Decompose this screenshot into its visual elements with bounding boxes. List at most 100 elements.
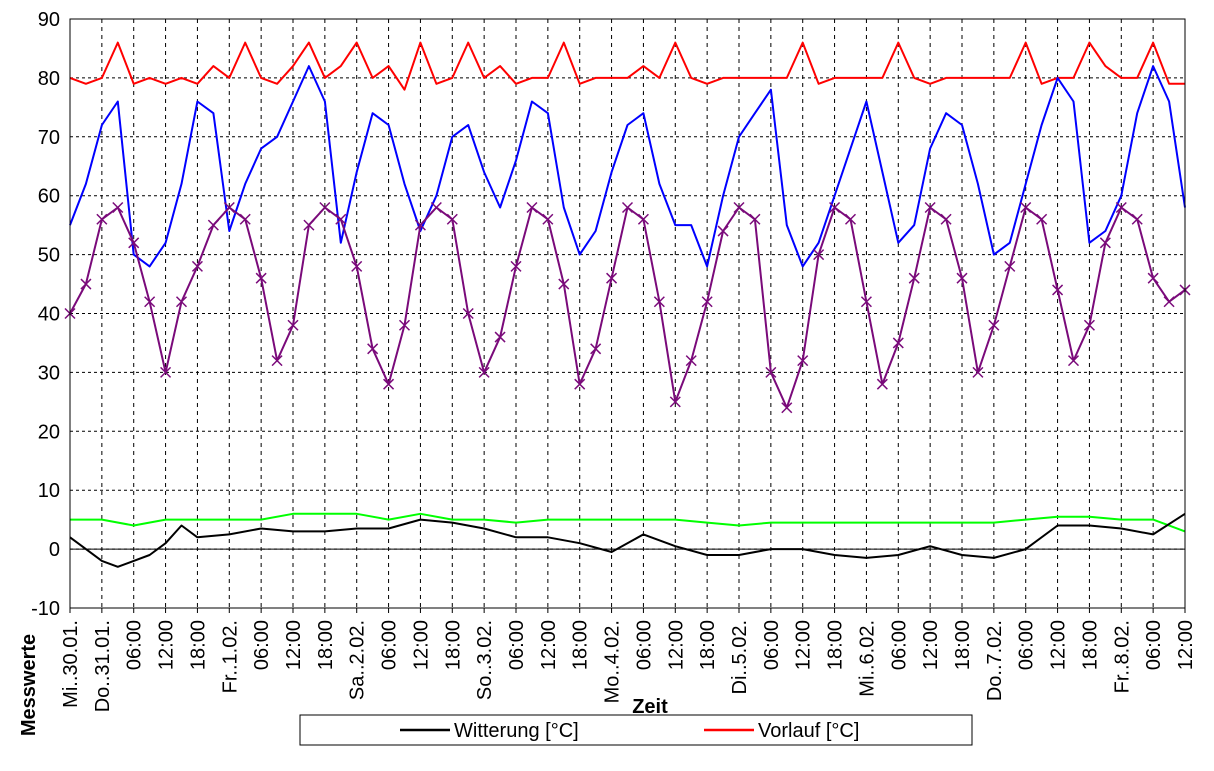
legend-label-1: Vorlauf [°C] [758,720,859,742]
x-tick-label: 12:00 [156,620,178,670]
series-marker [1036,213,1048,225]
series-marker [653,296,665,308]
x-tick-label: 18:00 [570,620,592,670]
series-marker [876,378,888,390]
series-line-4 [70,512,1186,533]
y-tick-label: 70 [38,127,60,149]
series-marker [781,402,793,414]
series-marker [414,219,426,231]
series-marker [144,296,156,308]
series-marker [669,396,681,408]
x-tick-label: 18:00 [442,620,464,670]
x-tick-label: 12:00 [793,620,815,670]
series-marker [621,201,634,214]
series-line-1 [69,41,1185,91]
y-tick-label: 40 [38,304,60,326]
x-tick-label: 12:00 [665,620,687,670]
x-tick-label: 18:00 [315,620,337,670]
plot-area [70,19,1185,608]
series-marker [303,219,315,231]
x-tick-label: 06:00 [888,620,910,670]
x-tick-label: 06:00 [633,620,655,670]
series-marker [175,296,188,308]
series-marker [701,296,713,308]
legend-box [299,714,973,746]
series-marker [797,355,809,367]
x-tick-label: 12:00 [1175,620,1197,670]
series-marker [685,355,697,367]
y-tick-label: 50 [38,245,60,267]
y-tick-label: 30 [38,362,60,384]
series-marker [717,225,729,237]
x-tick-label: 18:00 [1079,620,1101,670]
series-marker [1052,284,1064,296]
x-tick-label: 12:00 [283,620,305,670]
x-tick-label: Mi..30.01. [60,620,82,708]
y-tick-label: 80 [38,68,60,90]
plot-border [69,18,1186,609]
x-tick-label: Mi..6.02. [856,620,878,697]
x-tick-label: 06:00 [761,620,783,670]
legend-label-0: Witterung [°C] [454,720,579,742]
series-line-2 [69,65,1186,268]
series-marker [1083,319,1095,331]
x-tick-label: 12:00 [1048,620,1070,670]
x-tick-label: Fr..8.02. [1111,620,1133,693]
x-tick-label: 18:00 [825,620,847,670]
series-marker [1004,260,1016,272]
x-tick-label: So..3.02. [474,620,496,700]
y-tick-label: 20 [38,421,60,443]
y-tick-label: 60 [38,186,60,208]
series-marker [160,366,172,378]
series-marker [398,319,411,331]
x-axis-title: Zeit [632,696,668,718]
series-marker [892,337,904,349]
series-marker [510,260,522,272]
series-marker [112,201,124,214]
series-marker [813,249,825,261]
series-marker [319,201,331,214]
x-tick-label: Mo..4.02. [602,620,624,703]
series-line-0 [69,512,1186,568]
series-marker [542,213,554,225]
series-marker [367,343,379,355]
x-tick-label: 06:00 [1143,620,1165,670]
series-marker [1147,272,1159,284]
series-marker [765,366,777,378]
series-marker [383,378,395,390]
series-marker [223,201,235,214]
series-marker [335,213,347,225]
series-marker [96,213,108,225]
series-marker [972,366,984,378]
series-marker [956,272,968,284]
x-tick-label: 12:00 [410,620,432,670]
x-tick-label: 12:00 [538,620,560,670]
x-tick-label: 06:00 [506,620,528,670]
series-marker [940,213,952,225]
series-marker [1131,213,1143,225]
x-tick-label: Sa..2.02. [347,620,369,700]
series-marker [733,201,745,214]
series-marker [255,272,267,284]
series-marker [908,272,920,284]
x-tick-label: 18:00 [187,620,209,670]
series-marker [590,343,602,355]
y-axis-title: Messwerte [18,634,40,736]
series-marker [558,278,570,290]
series-marker [526,201,538,214]
series-marker [494,331,506,343]
series-marker [988,319,1000,331]
series-marker [1020,201,1032,214]
series-marker [1163,296,1175,308]
series-marker [446,213,458,225]
series-marker [287,319,299,331]
series-marker [574,378,586,390]
series-marker [351,260,363,272]
series-marker [1067,355,1080,367]
x-tick-label: 06:00 [379,620,401,670]
series-marker [207,219,219,231]
series-marker [606,272,618,284]
x-tick-label: Do..31.01. [92,620,114,712]
x-tick-label: 12:00 [920,620,942,670]
